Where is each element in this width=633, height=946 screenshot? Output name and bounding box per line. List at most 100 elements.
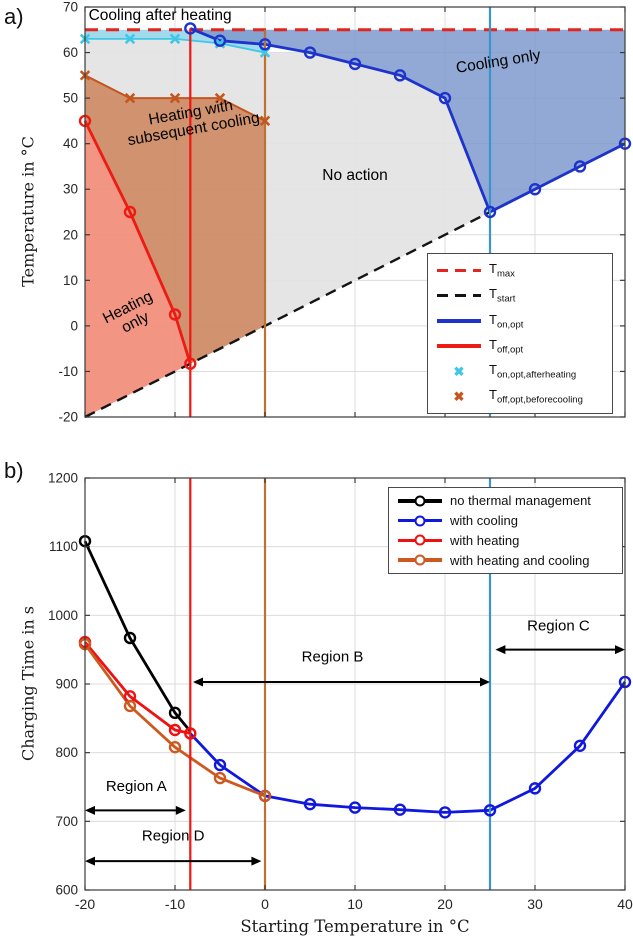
marker-T_off-opt-beforecooling [214, 92, 226, 104]
region-d-arrow-right-head [251, 856, 262, 866]
tstart-dash-swatch [436, 289, 482, 303]
y-tick-label: 30 [63, 182, 78, 197]
x-tick-label: -20 [75, 896, 95, 912]
series-line-T_off-opt [83, 120, 192, 365]
marker-T_on-opt [393, 69, 407, 82]
marker-no-thermal-management [123, 631, 137, 645]
y-tick-label: 900 [55, 677, 78, 692]
with-heating-and-cooling-swatch [397, 553, 443, 567]
legend-item-toff-beforecooling: ✖ Toff,opt,beforecooling [436, 387, 604, 406]
region-d-arrow-left-head [85, 856, 95, 866]
heating-only-fill [85, 120, 191, 418]
y-tick-label: 1000 [48, 608, 78, 623]
x-tick-label: -10 [165, 896, 185, 912]
ton-afterheating-x-swatch: ✖ [436, 364, 482, 378]
label-region-a: Region A [106, 778, 167, 795]
no-thermal-management-swatch [397, 494, 443, 508]
marker-T_on-opt [213, 34, 227, 47]
legend-label-toff-beforecooling: Toff,opt,beforecooling [489, 387, 583, 406]
marker-T_on-opt [528, 183, 542, 196]
toff-opt-line-swatch [436, 339, 482, 353]
dashed-line-swatch-glyph [437, 294, 481, 298]
series-line-with-cooling [189, 681, 627, 814]
y-tick-label: 70 [63, 0, 78, 15]
label-region-c: Region C [527, 617, 590, 634]
series-line-T_on-opt [189, 27, 626, 214]
y-tick-label: 10 [63, 273, 78, 288]
solid-line-swatch-glyph [437, 344, 481, 348]
region-a-arrow-left-head [85, 805, 95, 815]
x-marker-swatch-glyph: ✖ [453, 388, 465, 404]
marker-T_off-opt [168, 308, 182, 321]
x-marker-swatch-glyph: ✖ [453, 363, 465, 379]
panel-label-b: b) [4, 458, 24, 483]
legend-label-tmax: Tmax [489, 261, 515, 280]
circle-marker-swatch-glyph [414, 515, 426, 527]
series-line-with-heating [83, 641, 191, 735]
y-tick-label: -20 [58, 410, 78, 425]
marker-T_on-opt-afterheating [214, 38, 226, 49]
y-tick-label: 600 [55, 883, 78, 898]
y-tick-label: 40 [63, 136, 78, 151]
marker-T_on-opt [573, 160, 587, 173]
region-b-arrow-left-head [193, 677, 203, 687]
y-tick-label: 20 [63, 227, 78, 242]
legend-plot-b: no thermal management with cooling with … [388, 487, 623, 574]
circle-marker-swatch-glyph [414, 495, 426, 507]
marker-T_off-opt-beforecooling [124, 92, 136, 104]
toff-beforecooling-x-swatch: ✖ [436, 389, 482, 403]
cooling-only-fill [190, 29, 626, 212]
label-region-d: Region D [142, 828, 205, 845]
axis-title-charging-time: Charging Time in s [18, 606, 38, 761]
marker-no-thermal-management [168, 706, 182, 720]
marker-T_on-opt [258, 38, 272, 51]
y-tick-label: 1200 [48, 471, 78, 486]
marker-with-cooling [393, 803, 407, 816]
legend-plot-a: Tmax Tstart Ton,opt Toff,opt ✖ Ton,opt,a… [427, 253, 613, 414]
region-c-arrow-left-head [495, 645, 506, 655]
ton-opt-line-swatch [436, 314, 482, 328]
legend-item-no-thermal-management: no thermal management [397, 493, 614, 508]
label-cooling-after-heating: Cooling after heating [89, 7, 232, 24]
marker-T_on-opt [184, 22, 197, 35]
legend-label-ton-afterheating: Ton,opt,afterheating [489, 361, 577, 381]
x-tick-label: 20 [437, 896, 453, 912]
marker-with-cooling [303, 797, 317, 811]
marker-with-heating [168, 723, 182, 737]
marker-with-heating-and-cooling [258, 789, 272, 803]
marker-with-heating-and-cooling [213, 771, 227, 785]
region-a-arrow-right-head [175, 805, 186, 815]
region-c-arrow-right-head [615, 645, 625, 655]
legend-item-with-heating-and-cooling: with heating and cooling [397, 553, 614, 568]
legend-label-toff-opt: Toff,opt [489, 336, 524, 356]
legend-label-no-thermal-management: no thermal management [450, 493, 591, 509]
y-tick-label: 800 [55, 745, 78, 760]
legend-label-with-heating: with heating [450, 532, 520, 548]
legend-label-tstart: Tstart [489, 286, 516, 306]
legend-label-with-cooling: with cooling [450, 513, 518, 529]
marker-with-cooling [348, 801, 362, 814]
x-tick-label: 0 [261, 896, 269, 912]
legend-item-ton-opt: Ton,opt [436, 312, 604, 330]
marker-T_off-opt [184, 357, 197, 370]
x-tick-label: 30 [527, 896, 543, 912]
marker-T_on-opt [303, 46, 317, 59]
marker-with-heating-and-cooling [123, 699, 137, 713]
y-tick-label: 700 [55, 814, 78, 829]
marker-T_off-opt-beforecooling [169, 92, 181, 104]
marker-T_on-opt [438, 91, 452, 105]
marker-T_off-opt-beforecooling [259, 115, 271, 127]
legend-item-tstart: Tstart [436, 286, 604, 305]
marker-T_on-opt-afterheating [124, 33, 136, 45]
solid-line-swatch-glyph [437, 319, 481, 323]
marker-with-cooling [528, 782, 542, 795]
marker-T_on-opt [348, 57, 362, 71]
axis-title-temperature: Temperature in °C [18, 136, 38, 287]
circle-marker-swatch-glyph [414, 554, 426, 566]
marker-T_off-opt [123, 205, 137, 219]
marker-with-cooling [483, 804, 497, 817]
tmax-dash-swatch [436, 264, 482, 278]
marker-with-heating-and-cooling [168, 740, 182, 754]
marker-with-cooling [573, 739, 587, 752]
series-line-no-thermal-management [83, 540, 192, 733]
